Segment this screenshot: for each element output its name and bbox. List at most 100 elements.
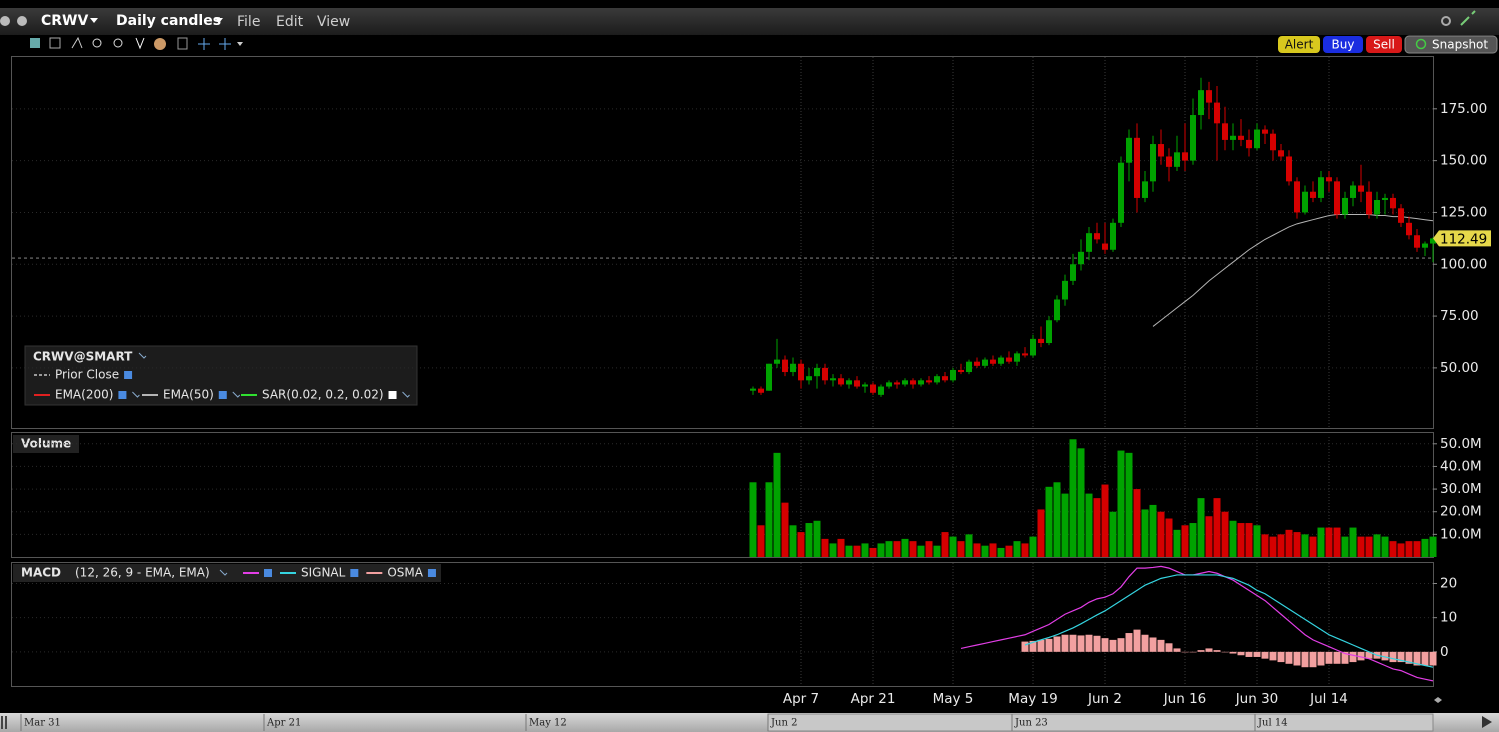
volume-bar [1253, 525, 1261, 557]
link-icon[interactable] [1460, 10, 1476, 26]
navigator-window[interactable] [767, 713, 1434, 732]
volume-bar [1165, 518, 1173, 557]
sell-button[interactable] [1366, 36, 1402, 53]
volume-bar [1317, 527, 1325, 557]
tool-icon[interactable] [113, 38, 123, 48]
osma-bar [1229, 651, 1237, 654]
tool-icon[interactable] [71, 36, 83, 49]
bar-type[interactable]: Daily candles [116, 13, 221, 29]
candle-body [926, 380, 932, 383]
volume-header [13, 435, 79, 453]
close-button[interactable] [0, 16, 10, 26]
tool-icon[interactable] [219, 38, 231, 50]
title-bar [0, 8, 1499, 35]
snapshot-label[interactable]: Snapshot [1432, 38, 1488, 52]
volume-bar [1205, 516, 1213, 557]
ema-line [1152, 214, 1434, 327]
edit-icon [132, 391, 140, 398]
legend-checkbox[interactable] [118, 391, 127, 399]
candle-body [1390, 197, 1396, 209]
candle-body [982, 359, 988, 366]
candle-body [1358, 185, 1364, 192]
tool-icon[interactable] [135, 37, 145, 50]
dropdown-arrow [237, 42, 243, 46]
alert-label[interactable]: Alert [1285, 38, 1314, 52]
osma-bar [1181, 651, 1189, 653]
buy-label[interactable]: Buy [1332, 38, 1355, 52]
legend-checkbox[interactable] [264, 569, 272, 577]
osma-bar [1133, 629, 1141, 652]
candle-body [1246, 139, 1252, 149]
volume-bar [1341, 536, 1349, 557]
osma-bar [1101, 638, 1109, 652]
candle-body [1278, 150, 1284, 157]
volume-bar [1037, 509, 1045, 557]
legend-checkbox[interactable] [427, 569, 436, 577]
navigator-label: Jun 2 [770, 718, 797, 729]
candle-body [1030, 338, 1036, 356]
volume-bar [893, 541, 901, 557]
volume-bar [1285, 529, 1293, 557]
tool-icon[interactable] [198, 38, 210, 50]
volume-bar [1333, 527, 1341, 557]
symbol[interactable]: CRWV [41, 13, 88, 29]
y-tick-label: 40.0M [1440, 458, 1482, 474]
osma-bar [1253, 651, 1261, 657]
volume-bar [853, 545, 861, 557]
snapshot-button[interactable] [1404, 35, 1498, 54]
alert-button[interactable] [1278, 36, 1320, 53]
menu-edit[interactable]: Edit [276, 14, 304, 30]
buy-button[interactable] [1323, 36, 1363, 53]
edit-icon[interactable] [138, 352, 147, 359]
x-tick-label: Jul 14 [1309, 691, 1348, 707]
legend-checkbox[interactable] [350, 569, 359, 577]
navigator-handle[interactable] [1, 716, 7, 729]
navigator-label: Mar 31 [24, 718, 61, 729]
menu-file[interactable]: File [237, 14, 260, 30]
legend-checkbox[interactable] [388, 391, 397, 399]
candle-body [1182, 152, 1188, 161]
volume-bar [829, 543, 837, 557]
add-button[interactable] [17, 16, 27, 26]
osma-bar [1061, 634, 1069, 652]
candle-body [1206, 90, 1212, 103]
volume-bar [797, 532, 805, 557]
y-tick-label: 50.0M [1440, 436, 1482, 452]
tool-icon[interactable] [49, 37, 61, 49]
volume-bar [981, 545, 989, 557]
candle-body [1126, 137, 1132, 163]
osma-bar [1261, 651, 1269, 659]
volume-bar [1133, 489, 1141, 557]
volume-bar [1021, 543, 1029, 557]
candle-body [1318, 177, 1324, 198]
candle-body [1166, 156, 1172, 167]
tool-icon[interactable] [177, 37, 188, 50]
tool-icon[interactable] [154, 38, 166, 50]
last-price-label: 112.49 [1440, 231, 1487, 247]
macd-line [1024, 574, 1434, 668]
candle-body [1086, 233, 1092, 252]
candle-body [814, 367, 820, 377]
osma-bar [1389, 651, 1397, 663]
volume-bar [1421, 538, 1429, 557]
volume-bar [1397, 543, 1405, 557]
legend-checkbox[interactable] [218, 391, 227, 399]
candle-body [1038, 338, 1044, 344]
legend-checkbox[interactable] [124, 371, 133, 379]
osma-bar [1141, 634, 1149, 652]
sell-label[interactable]: Sell [1373, 38, 1395, 52]
navigator-arrow[interactable] [1482, 716, 1492, 728]
osma-bar [1405, 651, 1413, 664]
candle-body [854, 380, 860, 387]
menu-view[interactable]: View [317, 14, 350, 30]
volume-bar [1061, 493, 1069, 557]
candle-body [1006, 357, 1012, 362]
tool-icon[interactable] [92, 38, 102, 48]
tool-icon[interactable] [30, 38, 40, 48]
settings-icon[interactable] [1441, 16, 1451, 26]
candle-body [1062, 280, 1068, 300]
last-price-marker [1433, 230, 1491, 247]
navigator-label: Apr 21 [266, 718, 301, 729]
y-tick-label: 125.00 [1440, 204, 1487, 220]
osma-bar [1429, 651, 1437, 666]
